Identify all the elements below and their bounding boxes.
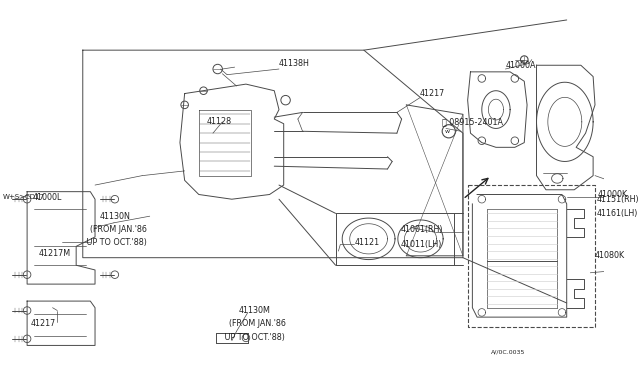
Text: 41130M: 41130M xyxy=(239,306,270,315)
Text: 41130N: 41130N xyxy=(100,212,131,221)
Text: 41080K: 41080K xyxy=(595,251,625,260)
Text: 41217M: 41217M xyxy=(38,249,70,259)
Text: 41001(RH): 41001(RH) xyxy=(401,225,443,234)
Text: UP TO OCT.'88): UP TO OCT.'88) xyxy=(222,333,285,342)
Text: 41000L: 41000L xyxy=(33,193,62,202)
Text: 41138H: 41138H xyxy=(279,59,310,68)
Text: 41121: 41121 xyxy=(355,238,380,247)
Text: 41161(LH): 41161(LH) xyxy=(597,209,638,218)
Text: 41217: 41217 xyxy=(420,89,445,98)
Text: UP TO OCT.'88): UP TO OCT.'88) xyxy=(84,238,147,247)
Text: 41151(RH): 41151(RH) xyxy=(597,195,639,204)
Text: A//0C.0035: A//0C.0035 xyxy=(492,350,525,355)
Text: (FROM JAN.'86: (FROM JAN.'86 xyxy=(90,225,147,234)
Text: W+S>CD17: W+S>CD17 xyxy=(3,194,45,200)
Text: 41128: 41128 xyxy=(206,117,232,126)
Text: 41217: 41217 xyxy=(31,319,56,328)
Text: 41000A: 41000A xyxy=(506,61,536,70)
Text: w: w xyxy=(445,129,450,134)
Text: 41000K: 41000K xyxy=(598,190,628,199)
Text: (FROM JAN.'86: (FROM JAN.'86 xyxy=(229,319,286,328)
Text: Ⓢ 08915-2401A: Ⓢ 08915-2401A xyxy=(442,117,503,126)
Text: 41011(LH): 41011(LH) xyxy=(401,240,442,249)
